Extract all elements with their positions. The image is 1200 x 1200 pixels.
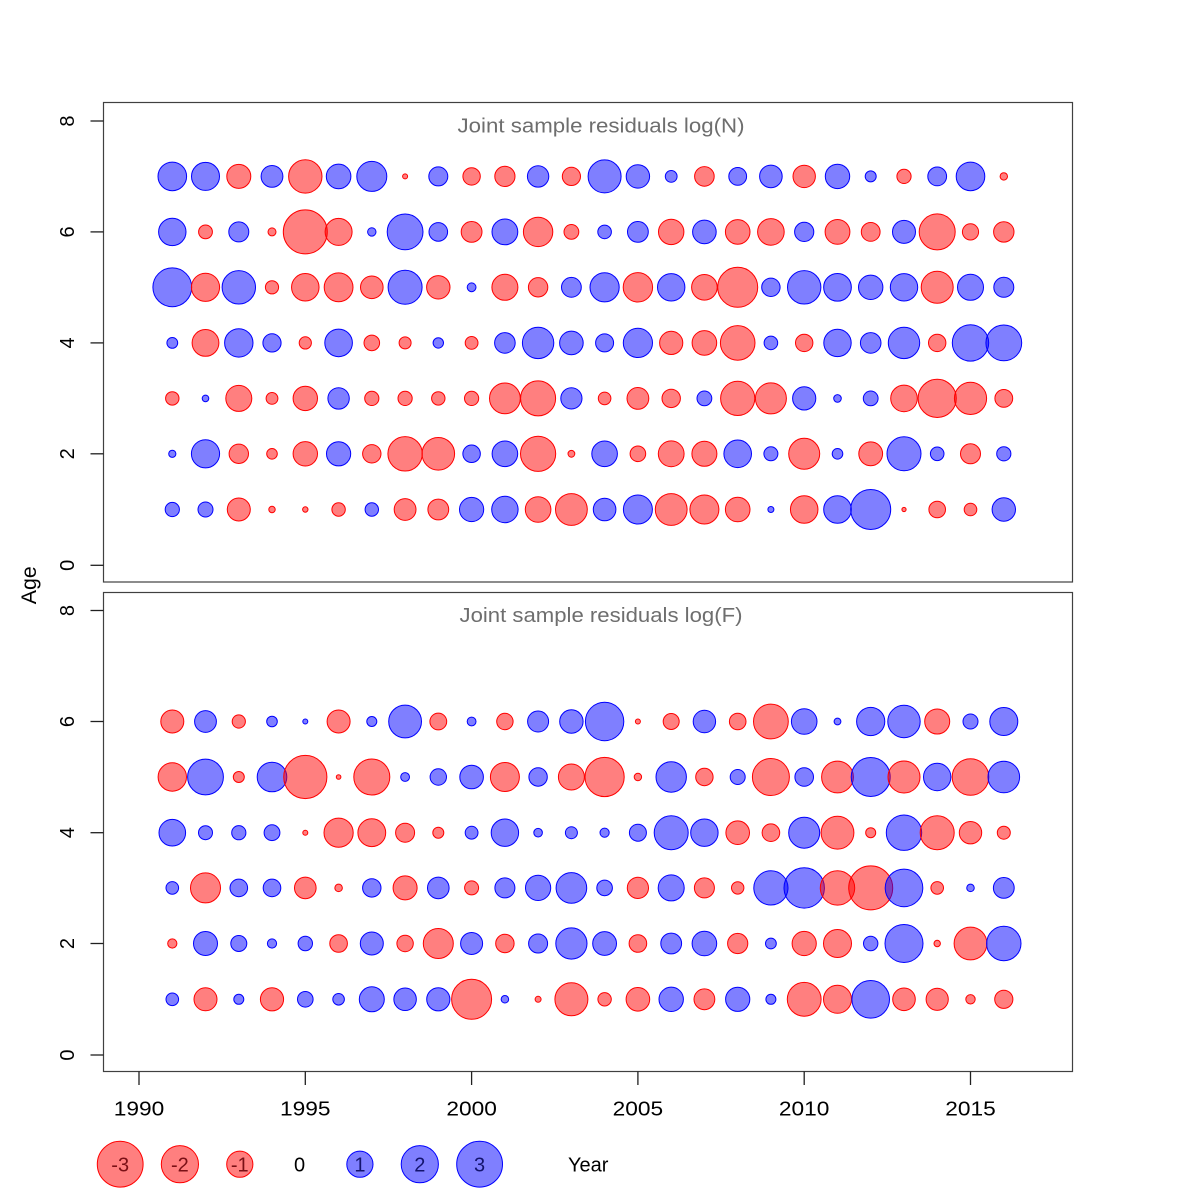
svg-text:2000: 2000 bbox=[446, 1099, 497, 1121]
svg-text:Joint sample residuals log(F): Joint sample residuals log(F) bbox=[460, 605, 743, 627]
svg-text:2010: 2010 bbox=[779, 1099, 830, 1121]
svg-text:1995: 1995 bbox=[280, 1099, 331, 1121]
svg-text:-3: -3 bbox=[111, 1154, 129, 1176]
svg-text:6: 6 bbox=[57, 226, 79, 237]
svg-text:4: 4 bbox=[57, 337, 79, 348]
svg-text:0: 0 bbox=[57, 560, 79, 571]
svg-text:1990: 1990 bbox=[114, 1099, 165, 1121]
svg-text:Year: Year bbox=[568, 1154, 609, 1176]
svg-text:Joint sample residuals log(N): Joint sample residuals log(N) bbox=[458, 116, 745, 138]
svg-text:-2: -2 bbox=[171, 1154, 189, 1176]
svg-text:Age: Age bbox=[18, 566, 41, 604]
svg-text:4: 4 bbox=[57, 827, 79, 838]
svg-text:2005: 2005 bbox=[613, 1099, 664, 1121]
svg-text:0: 0 bbox=[294, 1154, 305, 1176]
svg-text:2: 2 bbox=[57, 448, 79, 459]
svg-text:2: 2 bbox=[414, 1154, 425, 1176]
svg-text:8: 8 bbox=[57, 115, 79, 126]
svg-text:1: 1 bbox=[354, 1154, 365, 1176]
svg-text:3: 3 bbox=[474, 1154, 485, 1176]
svg-text:8: 8 bbox=[57, 605, 79, 616]
svg-text:-1: -1 bbox=[231, 1154, 249, 1176]
svg-text:0: 0 bbox=[57, 1049, 79, 1060]
svg-text:2: 2 bbox=[57, 938, 79, 949]
svg-text:6: 6 bbox=[57, 716, 79, 727]
svg-text:2015: 2015 bbox=[945, 1099, 996, 1121]
